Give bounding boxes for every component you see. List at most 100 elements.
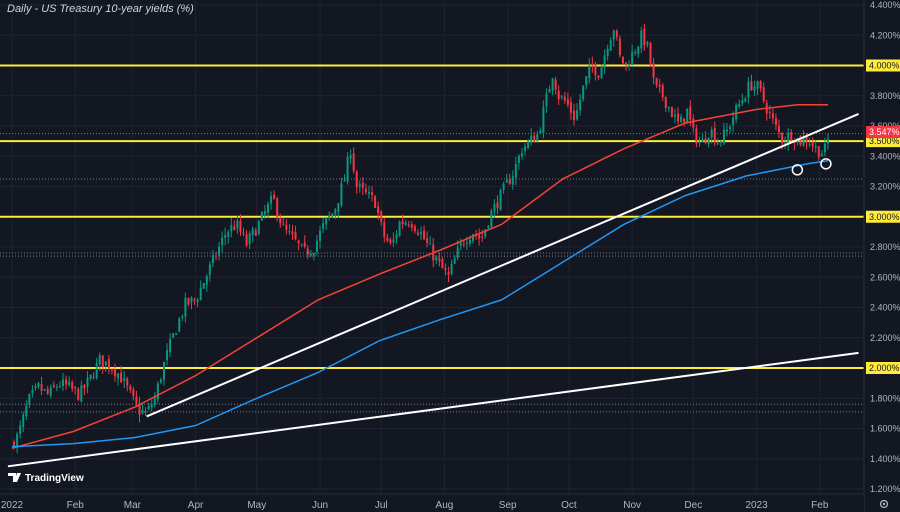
candle-body: [781, 132, 784, 144]
candle-body: [184, 297, 187, 317]
y-tick-label: 1.600%: [870, 424, 900, 434]
candle-body: [107, 359, 110, 369]
candle-body: [236, 220, 239, 229]
candle-body: [646, 41, 649, 45]
candle-body: [190, 297, 193, 303]
x-tick-label: Oct: [561, 500, 577, 511]
candle-body: [756, 81, 759, 89]
candle-body: [695, 128, 698, 144]
candle-body: [698, 141, 701, 144]
candle-body: [147, 405, 150, 409]
candle-body: [582, 85, 585, 100]
candle-body: [643, 28, 646, 46]
grid-layer: [0, 0, 864, 494]
candle-body: [89, 374, 92, 379]
candle-body: [40, 384, 43, 391]
candle-body: [410, 224, 413, 228]
candle-body: [557, 90, 560, 100]
candle-body: [778, 126, 781, 133]
x-tick-label: Jun: [312, 500, 328, 511]
candle-body: [609, 40, 612, 51]
candle-body: [260, 212, 263, 221]
candle-body: [263, 211, 266, 215]
x-tick-label: Jul: [375, 500, 388, 511]
candle-body: [768, 112, 771, 114]
candle-body: [135, 396, 138, 404]
candle-body: [542, 107, 545, 133]
candle-body: [239, 220, 242, 232]
candle-body: [267, 204, 270, 213]
candle-body: [248, 233, 251, 244]
candle-body: [569, 102, 572, 113]
candle-body: [707, 137, 710, 145]
candle-body: [787, 133, 790, 145]
candle-body: [371, 192, 374, 196]
candle-body: [22, 414, 25, 427]
candle-body: [159, 379, 162, 383]
candle-body: [805, 136, 808, 143]
candle-body: [340, 183, 343, 206]
candle-body: [166, 349, 169, 361]
candle-body: [377, 206, 380, 214]
moving-averages-layer: [11, 104, 829, 449]
candle-body: [178, 318, 181, 332]
candle-body: [162, 362, 165, 380]
candle-body: [484, 229, 487, 237]
candle-body: [545, 93, 548, 107]
tradingview-logo-icon: [8, 473, 21, 482]
x-tick-label: Feb: [67, 500, 85, 511]
candle-body: [533, 135, 536, 143]
candle-body: [74, 387, 77, 389]
candle-body: [808, 143, 811, 145]
candle-body: [325, 217, 328, 225]
candle-body: [46, 389, 49, 394]
settings-gear-icon[interactable]: [879, 499, 889, 509]
candle-body: [43, 389, 46, 391]
candle-body: [738, 103, 741, 107]
level-label-text: 4.000%: [869, 61, 900, 71]
candle-body: [65, 379, 68, 385]
candle-body: [548, 88, 551, 93]
candle-body: [447, 272, 450, 275]
candle-body: [826, 138, 829, 144]
candle-body: [729, 127, 732, 130]
candle-body: [508, 179, 511, 185]
candle-body: [300, 244, 303, 246]
candle-body: [701, 139, 704, 143]
candle-body: [621, 56, 624, 64]
candle-body: [588, 65, 591, 79]
candle-body: [597, 75, 600, 78]
candle-body: [517, 155, 520, 163]
candle-body: [288, 231, 291, 233]
candle-body: [398, 221, 401, 236]
candle-body: [404, 222, 407, 225]
candle-body: [83, 385, 86, 389]
level-label-text: 3.500%: [869, 136, 900, 146]
candle-body: [114, 369, 117, 377]
candle-body: [233, 226, 236, 230]
candle-body: [224, 234, 227, 238]
x-tick-label: Nov: [623, 500, 641, 511]
ma-200-line: [11, 160, 829, 448]
candle-body: [637, 46, 640, 55]
candle-body: [591, 63, 594, 66]
candle-body: [628, 65, 631, 67]
candle-body: [309, 253, 312, 256]
candle-body: [579, 99, 582, 111]
candle-body: [343, 180, 346, 182]
candle-body: [667, 107, 670, 109]
candle-body: [493, 203, 496, 212]
price-axis[interactable]: 4.400% 4.200% 3.800% 3.600% 3.400% 3.200% 2.80…: [870, 0, 900, 494]
circle-markers-layer: [791, 158, 832, 176]
candle-body: [144, 411, 147, 413]
candle-body: [392, 239, 395, 243]
candle-body: [175, 333, 178, 335]
candle-body: [374, 196, 377, 208]
candle-body: [459, 242, 462, 246]
candle-body: [355, 171, 358, 188]
candle-body: [28, 394, 31, 405]
candle-body: [273, 194, 276, 199]
candle-body: [31, 390, 34, 394]
time-axis[interactable]: 2022 Feb Mar Apr May Jun Jul Aug Sep Oct Nov Dec 202…: [1, 500, 829, 511]
candle-body: [358, 184, 361, 187]
